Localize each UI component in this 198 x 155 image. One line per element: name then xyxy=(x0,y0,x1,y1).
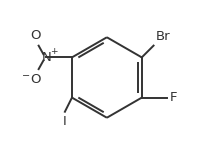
Text: N: N xyxy=(42,51,51,64)
Text: F: F xyxy=(169,91,177,104)
Text: O: O xyxy=(30,73,41,86)
Text: O: O xyxy=(30,29,41,42)
Text: +: + xyxy=(50,47,58,56)
Text: I: I xyxy=(63,115,67,128)
Text: −: − xyxy=(22,71,30,82)
Text: Br: Br xyxy=(156,30,170,43)
